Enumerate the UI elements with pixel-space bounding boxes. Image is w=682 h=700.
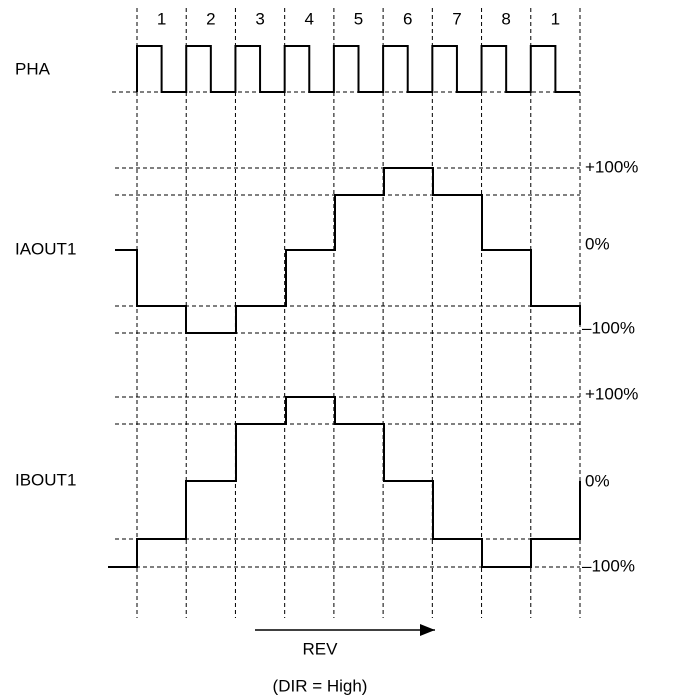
step-label: 4 (305, 9, 314, 28)
grid (112, 8, 581, 618)
signal-name: PHA (15, 59, 51, 78)
level-label: +100% (585, 157, 638, 176)
signal-name: IBOUT1 (15, 470, 76, 489)
step-label: 2 (206, 9, 215, 28)
step-label: 6 (403, 9, 412, 28)
level-label: 0% (585, 471, 610, 490)
level-label: +100% (585, 384, 638, 403)
signal-name: IAOUT1 (15, 239, 76, 258)
level-lines (112, 91, 580, 568)
iaout1-wave (115, 167, 581, 334)
step-label: 1 (157, 9, 166, 28)
level-label: –100% (582, 556, 635, 575)
level-label: –100% (582, 318, 635, 337)
pha-wave (136, 45, 580, 93)
ibout1-wave (108, 396, 581, 568)
direction-label: REV (303, 639, 339, 658)
step-label: 5 (354, 9, 363, 28)
direction-note: (DIR = High) (273, 676, 368, 695)
step-label: 7 (452, 9, 461, 28)
step-label: 3 (255, 9, 264, 28)
step-label: 8 (501, 9, 510, 28)
step-label: 1 (551, 9, 560, 28)
level-label: 0% (585, 234, 610, 253)
